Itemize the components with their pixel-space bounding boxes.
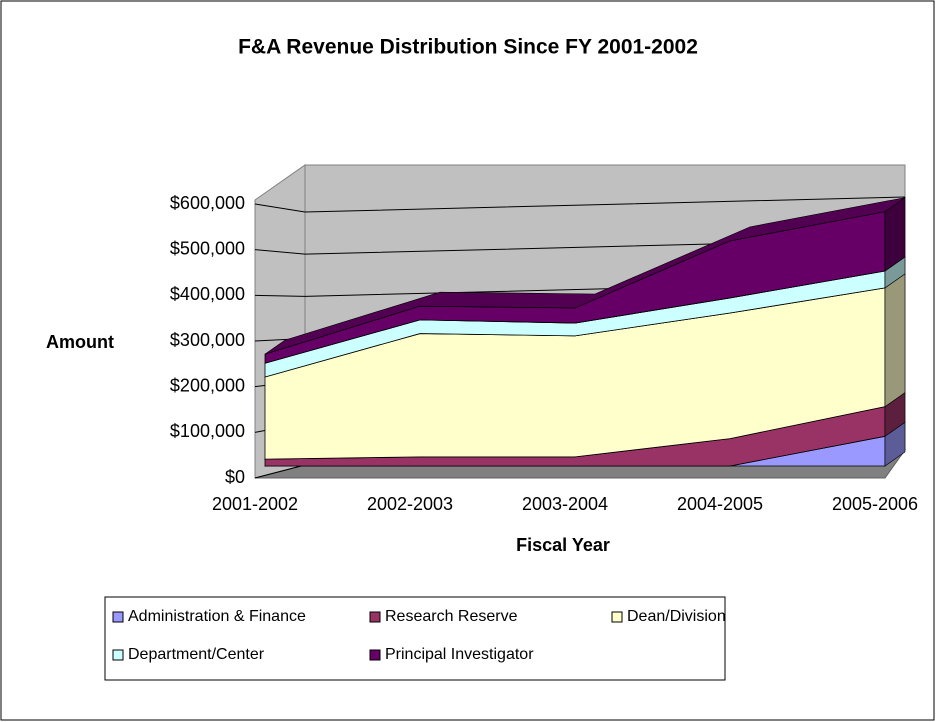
legend <box>104 596 726 681</box>
legend-label: Dean/Division <box>627 608 726 625</box>
chart-title: F&A Revenue Distribution Since FY 2001-2… <box>238 36 698 59</box>
y-tick-label: $500,000 <box>170 238 245 258</box>
legend-swatch <box>112 611 124 623</box>
legend-label: Principal Investigator <box>385 646 534 663</box>
x-axis-label: Fiscal Year <box>516 535 610 555</box>
grid-line <box>254 196 906 213</box>
legend-label: Administration & Finance <box>128 608 306 625</box>
y-tick-label: $200,000 <box>170 375 245 395</box>
legend-swatch <box>369 649 381 661</box>
y-tick-label: $0 <box>225 467 245 487</box>
x-tick-label: 2003-2004 <box>522 494 608 514</box>
area-side-face <box>884 273 906 408</box>
y-tick-label: $600,000 <box>170 193 245 213</box>
legend-swatch <box>611 611 623 623</box>
y-tick-label: $400,000 <box>170 284 245 304</box>
legend-label: Department/Center <box>128 646 265 663</box>
x-tick-label: 2004-2005 <box>677 494 763 514</box>
legend-swatch <box>369 611 381 623</box>
legend-swatch <box>112 649 124 661</box>
x-tick-label: 2005-2006 <box>832 494 918 514</box>
legend-label: Research Reserve <box>385 608 518 625</box>
x-tick-label: 2002-2003 <box>367 494 453 514</box>
y-tick-label: $100,000 <box>170 421 245 441</box>
y-axis-label: Amount <box>46 332 114 352</box>
x-tick-label: 2001-2002 <box>212 494 298 514</box>
grid-line <box>254 238 906 255</box>
y-tick-label: $300,000 <box>170 330 245 350</box>
area-side-face <box>884 197 906 272</box>
